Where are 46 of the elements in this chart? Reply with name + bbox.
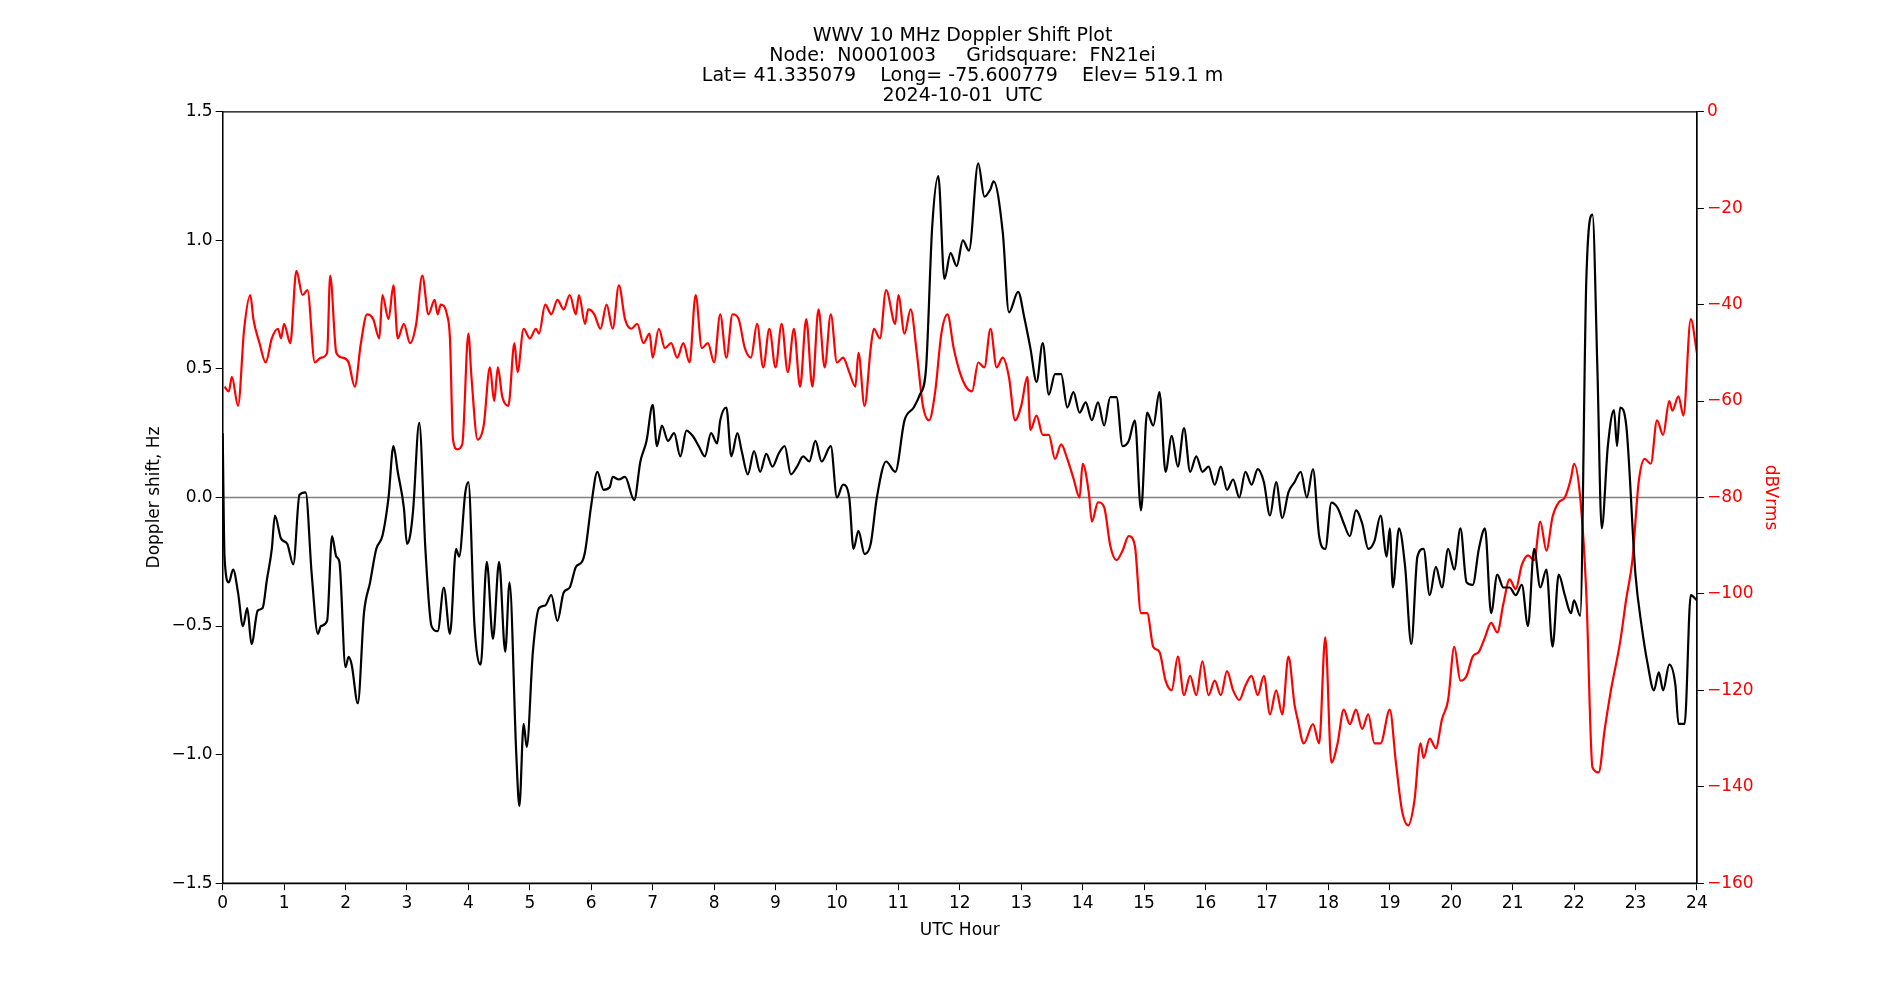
x-tick-label: 4 (462, 891, 474, 912)
y2-tick-label: −60 (1706, 389, 1743, 410)
y-tick-label: 0.5 (185, 357, 213, 378)
y-tick-label: −1.5 (171, 871, 213, 892)
x-tick-label: 13 (1010, 891, 1033, 912)
x-tick-label: 15 (1133, 891, 1155, 912)
x-axis-title: UTC Hour (919, 919, 1000, 940)
y2-tick-label: 0 (1706, 100, 1718, 121)
y-axis-title: Doppler shift, Hz (142, 426, 163, 569)
x-tick-label: 19 (1378, 891, 1401, 912)
y-tick-label: −1.0 (171, 743, 213, 764)
x-tick-label: 14 (1071, 891, 1094, 912)
y2-tick-label: −160 (1706, 871, 1754, 892)
chart-title: WWV 10 MHz Doppler Shift Plot Node: N0001003 Gridsquare: FN21ei Lat= 41.335079 Long= -75.600779 Elev= 519.1 m 2024-10-01 UTC (701, 22, 1224, 105)
y2-tick-label: −140 (1706, 775, 1754, 796)
y2-tick-label: −100 (1706, 582, 1754, 603)
x-tick-label: 1 (278, 891, 290, 912)
x-tick-label: 3 (401, 891, 413, 912)
y2-tick-label: −120 (1706, 678, 1754, 699)
x-tick-label: 5 (524, 891, 536, 912)
x-tick-label: 18 (1317, 891, 1340, 912)
y2-tick-label: −80 (1706, 485, 1743, 506)
x-tick-label: 0 (217, 891, 229, 912)
x-tick-label: 24 (1686, 891, 1708, 912)
x-tick-label: 2 (340, 891, 351, 912)
x-tick-label: 20 (1440, 891, 1463, 912)
y-tick-label: 1.0 (185, 228, 213, 249)
x-tick-label: 17 (1256, 891, 1278, 912)
line-series (223, 269, 1697, 827)
y-tick-label: 0.0 (185, 485, 213, 506)
y-tick-label: −0.5 (171, 614, 213, 635)
x-tick-label: 23 (1624, 891, 1647, 912)
x-tick-label: 11 (887, 891, 910, 912)
x-tick-label: 9 (770, 891, 781, 912)
x-tick-label: 12 (948, 891, 971, 912)
x-tick-label: 22 (1563, 891, 1585, 912)
y-tick-label: 1.5 (185, 100, 213, 121)
x-tick-label: 7 (647, 891, 659, 912)
y2-tick-label: −20 (1706, 196, 1743, 217)
x-tick-label: 10 (826, 891, 848, 912)
y2-tick-label: −40 (1706, 293, 1743, 314)
x-tick-label: 16 (1194, 891, 1217, 912)
x-tick-label: 8 (708, 891, 720, 912)
x-tick-label: 21 (1501, 891, 1524, 912)
x-tick-label: 6 (585, 891, 597, 912)
y2-axis-title: dBVrms (1762, 464, 1783, 531)
